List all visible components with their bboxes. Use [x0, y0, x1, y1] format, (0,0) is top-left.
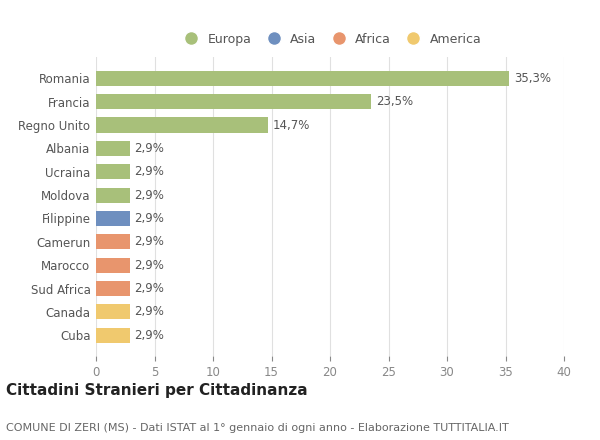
Text: 23,5%: 23,5% — [376, 95, 413, 108]
Bar — [96, 141, 130, 156]
Text: 35,3%: 35,3% — [514, 72, 551, 85]
Bar — [96, 71, 509, 86]
Bar — [96, 94, 371, 109]
Text: 2,9%: 2,9% — [134, 165, 164, 178]
Bar — [96, 257, 130, 273]
Text: 2,9%: 2,9% — [134, 282, 164, 295]
Text: 2,9%: 2,9% — [134, 305, 164, 319]
Text: 2,9%: 2,9% — [134, 189, 164, 202]
Text: COMUNE DI ZERI (MS) - Dati ISTAT al 1° gennaio di ogni anno - Elaborazione TUTTI: COMUNE DI ZERI (MS) - Dati ISTAT al 1° g… — [6, 423, 509, 433]
Text: 2,9%: 2,9% — [134, 235, 164, 248]
Bar — [96, 304, 130, 319]
Text: 2,9%: 2,9% — [134, 329, 164, 342]
Bar — [96, 117, 268, 133]
Text: 14,7%: 14,7% — [272, 119, 310, 132]
Bar — [96, 328, 130, 343]
Bar — [96, 164, 130, 180]
Legend: Europa, Asia, Africa, America: Europa, Asia, Africa, America — [173, 28, 487, 51]
Text: 2,9%: 2,9% — [134, 142, 164, 155]
Bar — [96, 281, 130, 296]
Text: 2,9%: 2,9% — [134, 259, 164, 271]
Bar — [96, 234, 130, 249]
Text: Cittadini Stranieri per Cittadinanza: Cittadini Stranieri per Cittadinanza — [6, 383, 308, 398]
Bar — [96, 211, 130, 226]
Bar — [96, 187, 130, 203]
Text: 2,9%: 2,9% — [134, 212, 164, 225]
